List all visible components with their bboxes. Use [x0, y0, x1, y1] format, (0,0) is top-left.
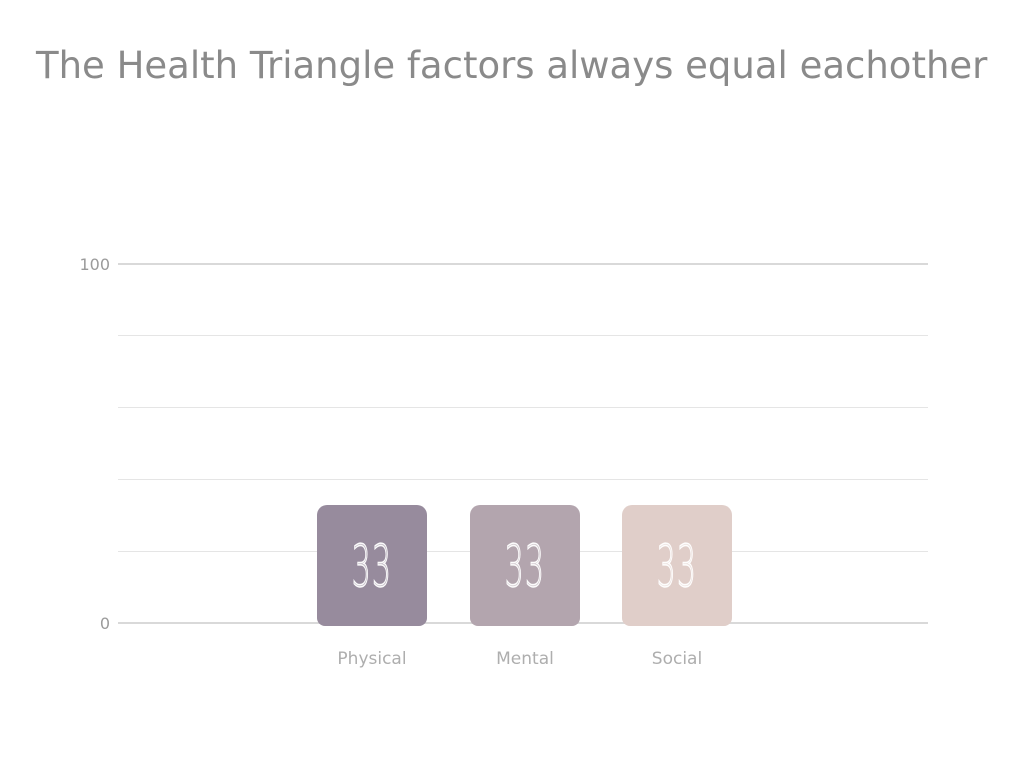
bar-value-mental: 33: [504, 531, 546, 600]
y-axis-tick-0: 0: [99, 614, 110, 633]
gridline-100: [118, 263, 928, 265]
x-axis-label-mental: Mental: [496, 649, 554, 669]
x-axis-label-physical: Physical: [337, 649, 407, 669]
y-axis-tick-100: 100: [79, 255, 110, 274]
gridline-60: [118, 407, 928, 408]
bar-value-physical: 33: [351, 531, 393, 600]
x-axis-label-social: Social: [651, 649, 703, 669]
gridline-80: [118, 335, 928, 336]
chart-title: The Health Triangle factors always equal…: [36, 44, 988, 87]
bar-social[interactable]: 33: [622, 505, 732, 626]
gridline-40: [118, 479, 928, 480]
bar-mental[interactable]: 33: [470, 505, 580, 626]
bar-value-social: 33: [656, 531, 698, 600]
bar-physical[interactable]: 33: [317, 505, 427, 626]
